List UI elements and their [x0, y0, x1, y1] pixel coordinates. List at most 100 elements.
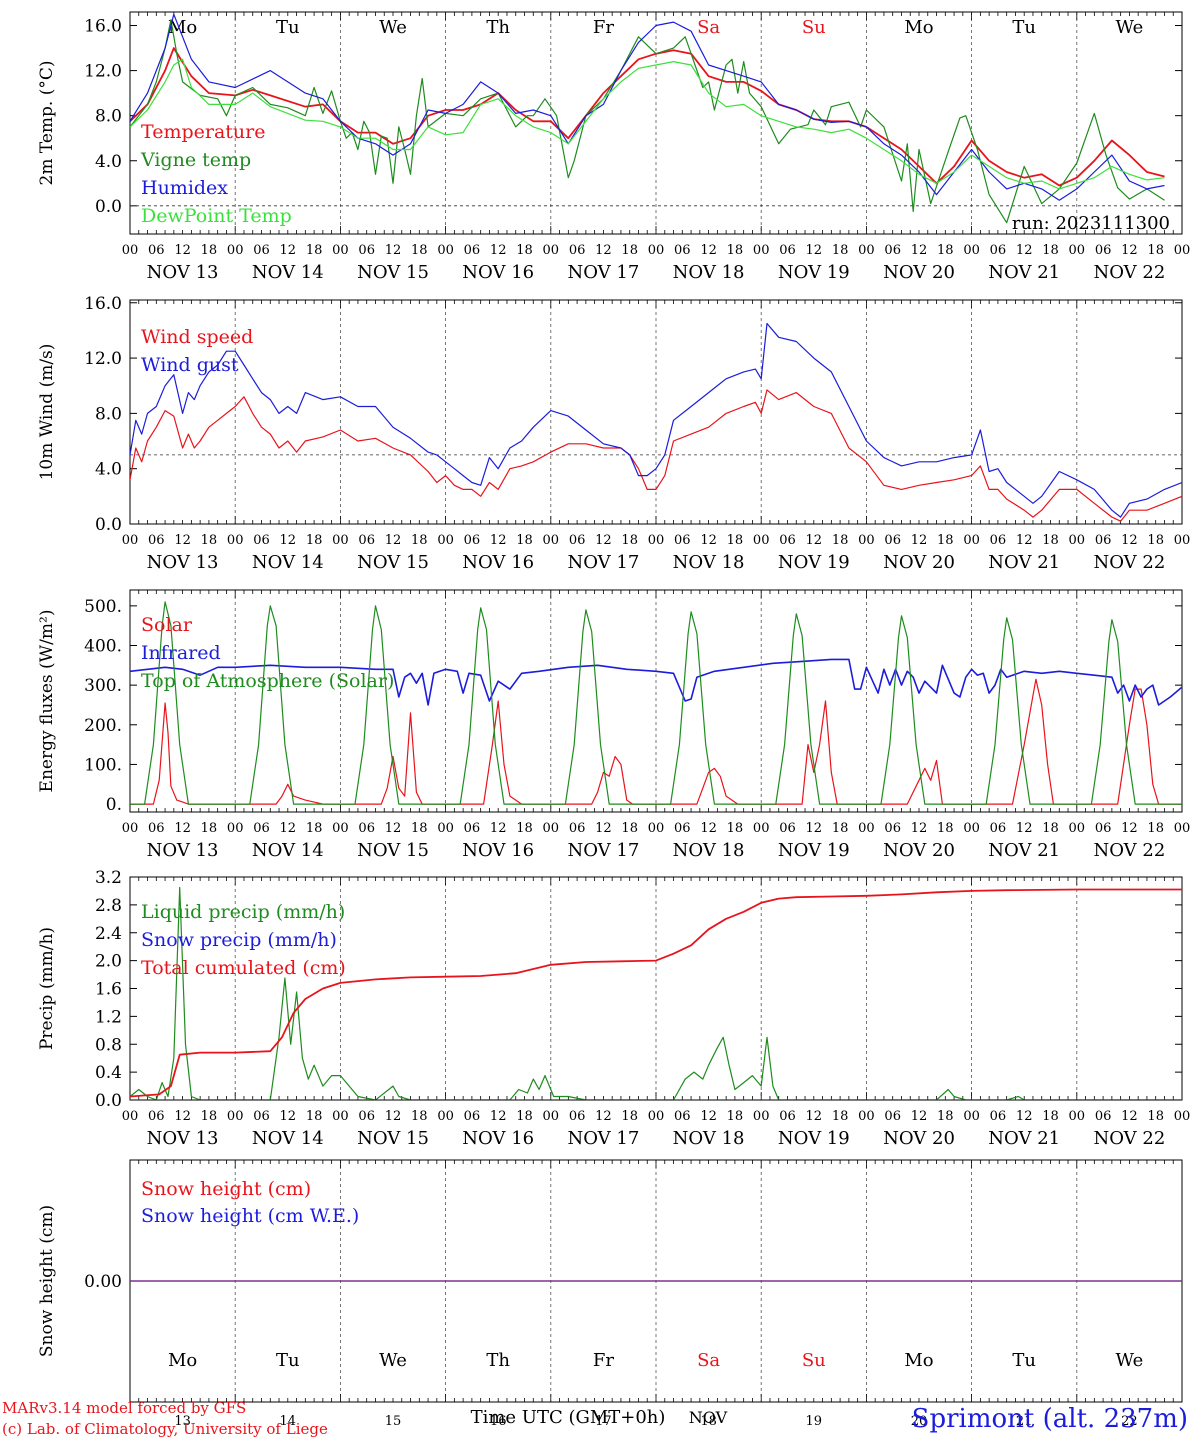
x-hour-label: 18	[516, 243, 533, 258]
x-hour-label: 00	[963, 533, 980, 548]
x-hour-label: 06	[569, 821, 586, 836]
x-hour-label: 06	[674, 533, 691, 548]
x-date-label: NOV 16	[462, 552, 534, 573]
x-hour-label: 18	[832, 243, 849, 258]
legend-entry: Liquid precip (mm/h)	[141, 901, 345, 923]
x-hour-label: 12	[700, 533, 717, 548]
series-line	[130, 678, 1182, 805]
x-hour-label: 00	[543, 243, 560, 258]
x-hour-label: 06	[148, 821, 165, 836]
legend-entry: Humidex	[141, 177, 228, 199]
x-hour-label: 12	[595, 533, 612, 548]
x-hour-label: 00	[227, 243, 244, 258]
footer: MARv3.14 model forced by GFS (c) Lab. of …	[2, 1399, 1188, 1438]
y-axis-label: 2m Temp. (°C)	[37, 60, 57, 185]
x-hour-label: 00	[753, 1109, 770, 1124]
x-hour-label: 18	[306, 533, 323, 548]
x-hour-label: 00	[648, 821, 665, 836]
legend-entry: Infrared	[141, 642, 221, 664]
y-tick-label: 0.0	[95, 1091, 122, 1111]
x-hour-label: 12	[806, 243, 823, 258]
x-hour-label: 12	[1016, 1109, 1033, 1124]
y-tick-label: 4.0	[95, 152, 122, 172]
x-date-label: NOV 15	[357, 840, 429, 861]
weekday-label: We	[379, 17, 407, 38]
weekday-label: Tu	[1012, 1350, 1036, 1371]
x-date-label: NOV 22	[1093, 1128, 1165, 1149]
x-date-label: NOV 21	[988, 1128, 1060, 1149]
day-number-label: 15	[385, 1414, 402, 1429]
panel-3: 500. 400. 300. 200. 100. 0. Energy fluxes (W/m…	[37, 589, 1190, 861]
x-hour-label: 00	[753, 821, 770, 836]
series-line	[130, 601, 1182, 805]
x-hour-label: 12	[174, 821, 191, 836]
y-tick-label: 400.	[84, 637, 122, 657]
y-tick-label: 12.0	[84, 62, 122, 82]
x-hour-label: 12	[490, 1109, 507, 1124]
x-hour-label: 06	[1095, 1109, 1112, 1124]
x-hour-label: 18	[832, 1109, 849, 1124]
x-hour-label: 12	[385, 533, 402, 548]
x-hour-label: 18	[727, 821, 744, 836]
x-hour-label: 06	[464, 821, 481, 836]
x-hour-label: 12	[1121, 243, 1138, 258]
x-hour-label: 12	[1121, 533, 1138, 548]
x-date-label: NOV 19	[778, 1128, 850, 1149]
x-date-label: NOV 14	[252, 1128, 324, 1149]
x-date-label: NOV 19	[778, 262, 850, 283]
x-hour-label: 18	[621, 533, 638, 548]
series-line	[130, 58, 1165, 190]
x-hour-label: 18	[727, 243, 744, 258]
x-hour-label: 00	[122, 1109, 139, 1124]
x-hour-label: 18	[516, 1109, 533, 1124]
weekday-label: Sa	[697, 1350, 720, 1371]
day-number-label: 14	[280, 1414, 297, 1429]
day-number-label: 16	[490, 1414, 507, 1429]
x-hour-label: 18	[1147, 533, 1164, 548]
x-hour-label: 06	[1095, 821, 1112, 836]
x-date-label: NOV 18	[673, 1128, 745, 1149]
x-hour-label: 12	[1016, 821, 1033, 836]
x-hour-label: 00	[858, 533, 875, 548]
weekday-label: Sa	[697, 17, 720, 38]
x-hour-label: 18	[621, 243, 638, 258]
x-date-label: NOV 15	[357, 262, 429, 283]
legend-entry: Snow height (cm W.E.)	[141, 1205, 359, 1227]
x-hour-label: 06	[358, 1109, 375, 1124]
weekday-label: Tu	[276, 1350, 300, 1371]
x-hour-label: 18	[411, 821, 428, 836]
x-date-label: NOV 17	[567, 552, 639, 573]
panel-2: 16.0 12.0 8.0 4.0 0.0 10m Wind (m/s) 00 06 12 18 0…	[37, 294, 1191, 573]
x-hour-label: 12	[700, 1109, 717, 1124]
x-hour-label: 12	[806, 821, 823, 836]
y-tick-label: 0.00	[84, 1272, 122, 1292]
x-hour-label: 00	[1069, 533, 1086, 548]
x-hour-label: 00	[122, 533, 139, 548]
weekday-label: Su	[802, 1350, 826, 1371]
x-hour-label: 06	[674, 821, 691, 836]
x-hour-label: 18	[1042, 821, 1059, 836]
y-tick-label: 2.0	[95, 952, 122, 972]
x-hour-label: 06	[569, 1109, 586, 1124]
x-hour-label: 18	[306, 821, 323, 836]
y-tick-label: 12.0	[84, 349, 122, 369]
x-hour-label: 18	[1147, 243, 1164, 258]
x-hour-label: 06	[1095, 243, 1112, 258]
x-hour-label: 00	[1174, 533, 1191, 548]
x-hour-label: 06	[779, 533, 796, 548]
run-label: run: 2023111300	[1012, 213, 1170, 234]
x-hour-label: 18	[201, 533, 218, 548]
x-hour-label: 18	[411, 1109, 428, 1124]
x-hour-label: 06	[990, 243, 1007, 258]
x-hour-label: 00	[648, 243, 665, 258]
x-hour-label: 00	[437, 1109, 454, 1124]
weekday-label: Mo	[168, 1350, 197, 1371]
x-date-label: NOV 15	[357, 552, 429, 573]
day-number-label: 21	[1016, 1414, 1033, 1429]
x-hour-label: 12	[280, 1109, 297, 1124]
x-hour-label: 12	[385, 1109, 402, 1124]
x-date-label: NOV 22	[1093, 552, 1165, 573]
weekday-label: Tu	[276, 17, 300, 38]
x-hour-label: 12	[700, 821, 717, 836]
